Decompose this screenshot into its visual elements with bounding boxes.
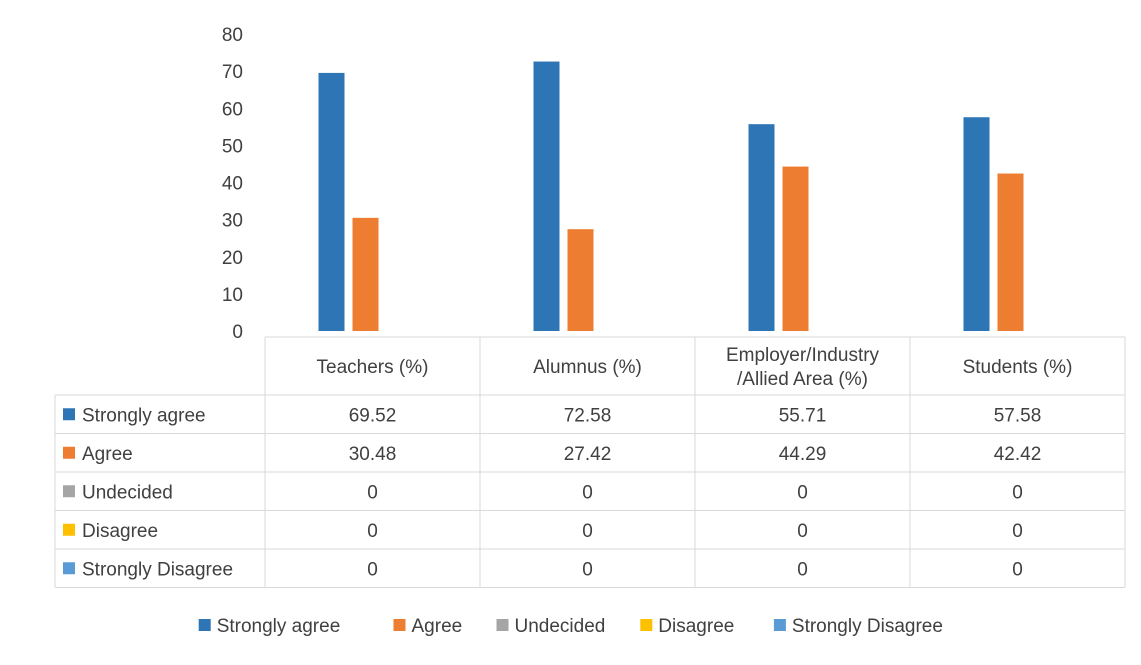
data-table: Teachers (%) Alumnus (%) Employer/Industry… bbox=[54, 336, 1126, 588]
y-tick-label: 80 bbox=[222, 25, 243, 46]
data-label: 30.48 bbox=[349, 444, 397, 465]
y-tick-label: 50 bbox=[222, 136, 243, 157]
data-label: 0 bbox=[797, 559, 808, 580]
data-label: 0 bbox=[367, 559, 378, 580]
table-legend-key bbox=[63, 485, 75, 498]
data-label: 0 bbox=[367, 521, 378, 542]
data-label: 0 bbox=[1012, 559, 1023, 580]
bar bbox=[352, 217, 379, 331]
y-tick-label: 10 bbox=[222, 285, 243, 306]
data-label: 0 bbox=[367, 482, 378, 503]
table-legend-key bbox=[63, 446, 75, 459]
data-label: 0 bbox=[1012, 521, 1023, 542]
data-label: 0 bbox=[797, 482, 808, 503]
category-label: Alumnus (%) bbox=[533, 357, 642, 378]
data-label: 27.42 bbox=[564, 444, 612, 465]
category-label: Teachers (%) bbox=[317, 357, 429, 378]
legend-label: Strongly agree bbox=[217, 616, 341, 637]
bar bbox=[963, 117, 990, 331]
table-legend-key bbox=[63, 562, 75, 575]
data-label: 42.42 bbox=[994, 444, 1042, 465]
table-legend-key bbox=[63, 523, 75, 536]
data-label: 0 bbox=[1012, 482, 1023, 503]
table-series-name: Strongly Disagree bbox=[82, 559, 233, 580]
data-label: 0 bbox=[582, 559, 593, 580]
legend: Strongly agree Agree Undecided Disagree Stro… bbox=[198, 616, 943, 637]
bar bbox=[782, 166, 809, 331]
bar bbox=[997, 173, 1024, 331]
category-label: /Allied Area (%) bbox=[737, 369, 868, 390]
data-label: 0 bbox=[582, 521, 593, 542]
data-label: 72.58 bbox=[564, 405, 612, 426]
data-label: 55.71 bbox=[779, 405, 827, 426]
legend-key bbox=[640, 619, 653, 631]
legend-key bbox=[773, 619, 786, 631]
bar bbox=[567, 229, 594, 331]
table-series-name: Agree bbox=[82, 444, 133, 465]
y-tick-label: 60 bbox=[222, 99, 243, 120]
table-series-name: Undecided bbox=[82, 482, 173, 503]
category-label: Employer/Industry bbox=[726, 345, 880, 366]
y-tick-label: 70 bbox=[222, 62, 243, 83]
legend-label: Disagree bbox=[658, 616, 734, 637]
data-label: 0 bbox=[582, 482, 593, 503]
legend-label: Agree bbox=[412, 616, 463, 637]
bar bbox=[533, 61, 560, 331]
bar bbox=[748, 124, 775, 331]
data-label: 0 bbox=[797, 521, 808, 542]
legend-key bbox=[393, 619, 406, 631]
data-label: 44.29 bbox=[779, 444, 827, 465]
data-label: 57.58 bbox=[994, 405, 1042, 426]
data-label: 69.52 bbox=[349, 405, 397, 426]
legend-key bbox=[198, 619, 211, 631]
table-series-name: Strongly agree bbox=[82, 405, 206, 426]
y-tick-label: 30 bbox=[222, 211, 243, 232]
legend-label: Undecided bbox=[515, 616, 606, 637]
y-axis: 0 10 20 30 40 50 60 70 80 bbox=[222, 25, 243, 343]
legend-key bbox=[496, 619, 509, 631]
bars bbox=[318, 61, 1024, 332]
table-series-name: Disagree bbox=[82, 521, 158, 542]
y-tick-label: 20 bbox=[222, 248, 243, 269]
category-label: Students (%) bbox=[963, 357, 1073, 378]
bar bbox=[318, 72, 345, 332]
legend-label: Strongly Disagree bbox=[792, 616, 943, 637]
y-tick-label: 0 bbox=[232, 322, 243, 343]
table-legend-key bbox=[63, 408, 75, 421]
y-tick-label: 40 bbox=[222, 174, 243, 195]
